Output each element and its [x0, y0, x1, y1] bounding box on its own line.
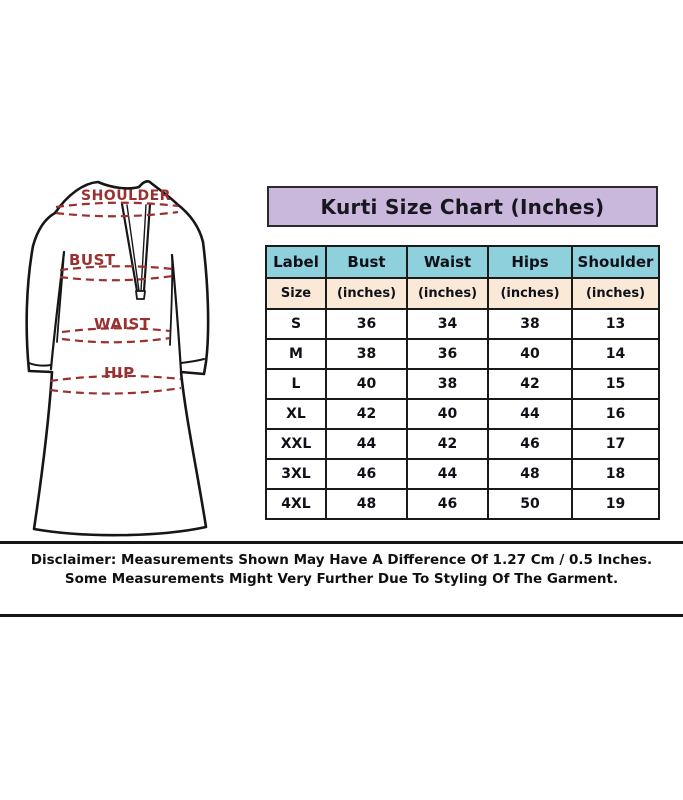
col-header-bust: Bust [325, 245, 408, 279]
table-row: M 38 36 40 14 [265, 338, 660, 370]
bust-cell: 42 [325, 398, 408, 430]
shoulder-guide-line [55, 201, 179, 218]
disclaimer-text: Disclaimer: Measurements Shown May Have … [0, 551, 683, 589]
col-header-hips: Hips [487, 245, 573, 279]
subheader-unit: (inches) [571, 277, 660, 310]
hips-cell: 46 [487, 428, 573, 460]
table-row: 3XL 46 44 48 18 [265, 458, 660, 490]
shoulder-cell: 18 [571, 458, 660, 490]
waist-cell: 46 [406, 488, 489, 520]
waist-cell: 40 [406, 398, 489, 430]
kurti-outline [25, 180, 210, 537]
subheader-size: Size [265, 277, 327, 310]
shoulder-cell: 14 [571, 338, 660, 370]
bust-cell: 36 [325, 308, 408, 340]
chart-title-box: Kurti Size Chart (Inches) [267, 186, 658, 227]
bust-cell: 48 [325, 488, 408, 520]
table-row: 4XL 48 46 50 19 [265, 488, 660, 520]
table-subheader-row: Size (inches) (inches) (inches) (inches) [265, 277, 660, 310]
disclaimer-line-1: Disclaimer: Measurements Shown May Have … [30, 552, 653, 568]
neck-placket [120, 202, 152, 300]
hips-cell: 50 [487, 488, 573, 520]
waist-cell: 36 [406, 338, 489, 370]
hips-cell: 40 [487, 338, 573, 370]
shoulder-label: SHOULDER [81, 188, 171, 204]
measurement-guides [49, 201, 182, 395]
size-cell: 4XL [265, 488, 327, 520]
bust-cell: 40 [325, 368, 408, 400]
shoulder-cell: 15 [571, 368, 660, 400]
table-row: XXL 44 42 46 17 [265, 428, 660, 460]
table-header-row: Label Bust Waist Hips Shoulder [265, 245, 660, 279]
waist-cell: 44 [406, 458, 489, 490]
hip-guide-line [49, 374, 182, 395]
disclaimer-line-2: Some Measurements Might Very Further Due… [64, 571, 619, 587]
subheader-unit: (inches) [406, 277, 489, 310]
size-cell: L [265, 368, 327, 400]
col-header-waist: Waist [406, 245, 489, 279]
table-row: L 40 38 42 15 [265, 368, 660, 400]
waist-guide-line [61, 327, 171, 344]
shoulder-cell: 19 [571, 488, 660, 520]
waist-cell: 42 [406, 428, 489, 460]
divider-line-top [0, 541, 683, 544]
table-row: S 36 34 38 13 [265, 308, 660, 340]
shoulder-cell: 13 [571, 308, 660, 340]
subheader-unit: (inches) [487, 277, 573, 310]
hips-cell: 42 [487, 368, 573, 400]
divider-line-bottom [0, 614, 683, 617]
waist-cell: 34 [406, 308, 489, 340]
size-table: Label Bust Waist Hips Shoulder Size (inc… [265, 245, 660, 520]
size-cell: M [265, 338, 327, 370]
hips-cell: 44 [487, 398, 573, 430]
bust-label: BUST [69, 251, 116, 269]
hip-label: HIP [104, 364, 135, 382]
bust-cell: 44 [325, 428, 408, 460]
size-cell: 3XL [265, 458, 327, 490]
waist-label: WAIST [94, 315, 151, 333]
size-cell: XXL [265, 428, 327, 460]
size-cell: XL [265, 398, 327, 430]
shoulder-cell: 16 [571, 398, 660, 430]
bust-cell: 46 [325, 458, 408, 490]
subheader-unit: (inches) [325, 277, 408, 310]
chart-title: Kurti Size Chart (Inches) [320, 194, 605, 219]
hips-cell: 48 [487, 458, 573, 490]
bust-cell: 38 [325, 338, 408, 370]
col-header-shoulder: Shoulder [571, 245, 660, 279]
hips-cell: 38 [487, 308, 573, 340]
measurement-labels: SHOULDER BUST WAIST HIP [69, 188, 171, 382]
table-row: XL 42 40 44 16 [265, 398, 660, 430]
size-cell: S [265, 308, 327, 340]
waist-cell: 38 [406, 368, 489, 400]
bust-guide-line [59, 265, 174, 282]
shoulder-cell: 17 [571, 428, 660, 460]
col-header-label: Label [265, 245, 327, 279]
